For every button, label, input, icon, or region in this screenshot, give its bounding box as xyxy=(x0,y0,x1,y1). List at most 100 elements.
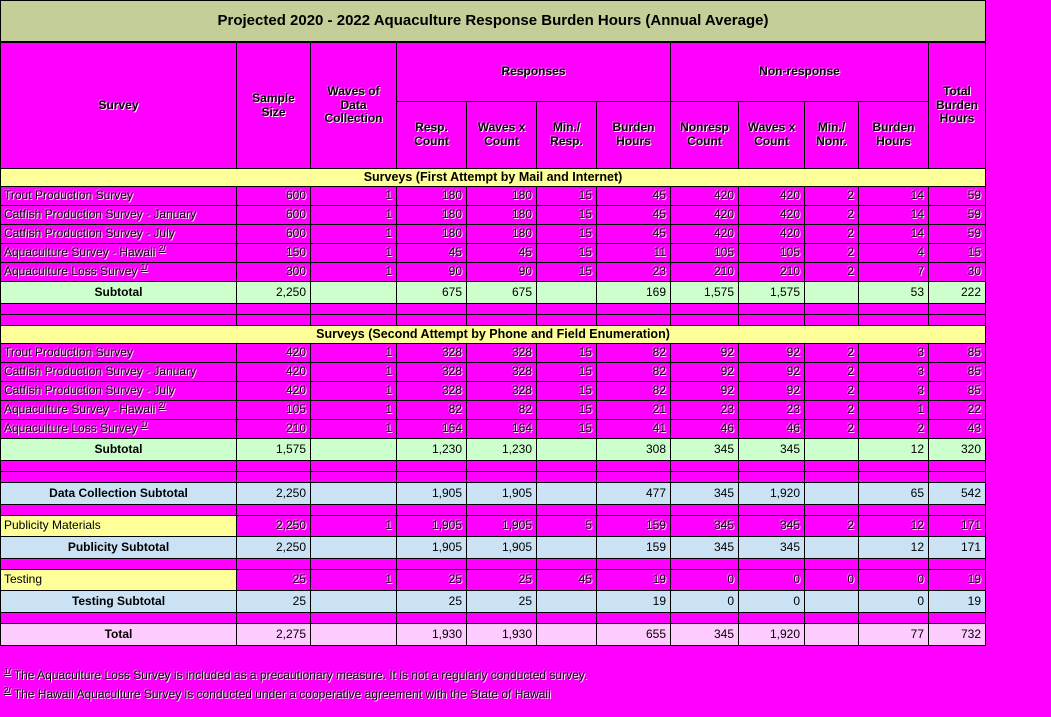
cell-min-resp: 45 xyxy=(536,569,597,591)
row-label: Subtotal xyxy=(0,438,237,461)
cell-resp-count: 82 xyxy=(396,400,467,420)
col-header-total-burden-hours: Total Burden Hours xyxy=(928,41,986,169)
footnote-ref: 1/ xyxy=(140,420,148,430)
cell-waves: 1 xyxy=(310,381,397,401)
cell-nonresp-count: 420 xyxy=(670,186,739,206)
blank-cell xyxy=(858,504,929,516)
cell-total-burden: 222 xyxy=(928,281,986,304)
data-row: Aquaculture Loss Survey 1/300 1 90 90 15 23 21… xyxy=(0,262,986,282)
cell-nonresp-count: 345 xyxy=(670,536,739,559)
cell-total-burden: 19 xyxy=(928,590,986,613)
col-header-resp-waves-x-count: Waves x Count xyxy=(466,101,537,169)
data-row: Catfish Production Survey - January 600 1 1… xyxy=(0,205,986,225)
cell-nonresp-burden: 3 xyxy=(858,343,929,363)
blank-cell xyxy=(310,558,397,570)
cell-min-nonr: 2 xyxy=(804,243,859,263)
cell-resp-burden: 655 xyxy=(596,623,671,646)
row-label: Publicity Subtotal xyxy=(0,536,237,559)
row-label: Catfish Production Survey - January xyxy=(0,205,237,225)
cell-min-resp: 15 xyxy=(536,186,597,206)
blue-row: Data Collection Subtotal 2,250 1,905 1,905 4… xyxy=(0,482,986,505)
row-label: Testing xyxy=(0,569,237,591)
cell-nonresp-burden: 4 xyxy=(858,243,929,263)
cell-resp-burden: 169 xyxy=(596,281,671,304)
header-sub-row: Resp. Count Waves x Count Min./ Resp. Bu… xyxy=(1,101,986,169)
blank-cell xyxy=(396,471,467,483)
blank-cell xyxy=(928,558,986,570)
col-header-nonresp-count: Nonresp Count xyxy=(670,101,739,169)
cell-resp-burden: 45 xyxy=(596,205,671,225)
cell-waves xyxy=(310,281,397,304)
cell-nonresp-waves-x-count: 420 xyxy=(738,205,805,225)
cell-resp-burden: 45 xyxy=(596,224,671,244)
cell-nonresp-count: 105 xyxy=(670,243,739,263)
blank-cell xyxy=(536,612,597,624)
cell-min-nonr: 2 xyxy=(804,381,859,401)
cell-min-resp xyxy=(536,438,597,461)
blank-cell xyxy=(0,303,237,315)
row-label: Aquaculture Survey - Hawaii 2/ xyxy=(0,400,237,420)
cell-total-burden: 171 xyxy=(928,515,986,537)
footnote-ref: 1/ xyxy=(140,263,148,273)
cell-nonresp-waves-x-count: 420 xyxy=(738,186,805,206)
row-label: Subtotal xyxy=(0,281,237,304)
blank-cell xyxy=(928,471,986,483)
blank-cell xyxy=(738,460,805,472)
cell-nonresp-burden: 14 xyxy=(858,205,929,225)
blank-cell xyxy=(396,612,467,624)
cell-nonresp-waves-x-count: 92 xyxy=(738,381,805,401)
cell-nonresp-waves-x-count: 105 xyxy=(738,243,805,263)
cell-resp-burden: 82 xyxy=(596,343,671,363)
col-group-non-response: Non-response xyxy=(670,41,929,102)
cell-min-resp: 15 xyxy=(536,205,597,225)
blank-cell xyxy=(536,303,597,315)
cell-nonresp-waves-x-count: 420 xyxy=(738,224,805,244)
cell-nonresp-count: 0 xyxy=(670,569,739,591)
footnote: 1/ The Aquaculture Loss Survey is includ… xyxy=(4,667,588,683)
blank-cell xyxy=(236,303,311,315)
row-label: Trout Production Survey xyxy=(0,186,237,206)
cell-sample-size: 420 xyxy=(236,381,311,401)
blank-cell xyxy=(928,504,986,516)
cell-resp-burden: 159 xyxy=(596,515,671,537)
cell-nonresp-waves-x-count: 345 xyxy=(738,515,805,537)
blank-cell xyxy=(310,471,397,483)
cell-resp-waves-x-count: 45 xyxy=(466,243,537,263)
cell-waves xyxy=(310,623,397,646)
cell-resp-waves-x-count: 1,905 xyxy=(466,482,537,505)
cell-resp-waves-x-count: 180 xyxy=(466,186,537,206)
blank-cell xyxy=(596,314,671,326)
blank-row xyxy=(0,558,986,570)
blank-cell xyxy=(236,612,311,624)
blank-cell xyxy=(310,460,397,472)
blank-cell xyxy=(596,612,671,624)
cell-min-nonr xyxy=(804,590,859,613)
row-label: Total xyxy=(0,623,237,646)
cell-nonresp-burden: 14 xyxy=(858,224,929,244)
footnote-marker: 2/ xyxy=(4,686,11,695)
cell-resp-count: 180 xyxy=(396,205,467,225)
blank-cell xyxy=(0,558,237,570)
cell-resp-count: 1,930 xyxy=(396,623,467,646)
blank-row xyxy=(0,303,986,315)
cell-min-nonr xyxy=(804,482,859,505)
cell-nonresp-count: 345 xyxy=(670,482,739,505)
cell-nonresp-burden: 65 xyxy=(858,482,929,505)
cell-nonresp-count: 92 xyxy=(670,381,739,401)
section-header: Surveys (Second Attempt by Phone and Fie… xyxy=(0,325,986,344)
cell-resp-count: 1,905 xyxy=(396,515,467,537)
cell-nonresp-count: 92 xyxy=(670,362,739,382)
cell-total-burden: 15 xyxy=(928,243,986,263)
labeldata-row: Publicity Materials 2,250 1 1,905 1,905 5 159 3… xyxy=(0,515,986,537)
blank-cell xyxy=(466,558,537,570)
blank-cell xyxy=(466,471,537,483)
cell-resp-count: 675 xyxy=(396,281,467,304)
cell-waves: 1 xyxy=(310,224,397,244)
cell-waves xyxy=(310,590,397,613)
blank-cell xyxy=(858,314,929,326)
blank-cell xyxy=(670,314,739,326)
cell-resp-burden: 45 xyxy=(596,186,671,206)
blank-cell xyxy=(236,314,311,326)
footnotes: 1/ The Aquaculture Loss Survey is includ… xyxy=(4,666,1051,703)
cell-resp-count: 90 xyxy=(396,262,467,282)
